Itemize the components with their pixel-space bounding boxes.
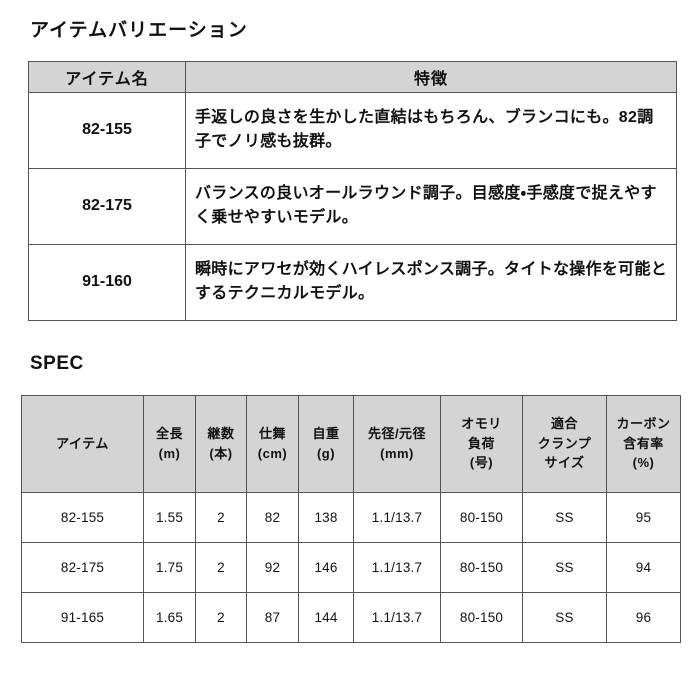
spec-header-length: 全長 (m) — [143, 394, 196, 493]
variation-feature-cell: 瞬時にアワセが効くハイレスポンス調子。タイトな操作を可能とするテクニカルモデル。 — [185, 243, 677, 321]
spec-cell: 96 — [606, 591, 681, 643]
spec-section-title: SPEC — [30, 352, 84, 374]
spec-cell: 1.55 — [143, 491, 196, 543]
variation-item-cell: 82-155 — [28, 91, 186, 169]
spec-table: アイテム 全長 (m) 継数 (本) 仕舞 (cm) 自重 (g) 先径/元径 … — [21, 394, 681, 643]
spec-header-tip-butt-diameter: 先径/元径 (mm) — [353, 394, 441, 493]
variation-feature-cell: 手返しの良さを生かした直結はもちろん、ブランコにも。82調子でノリ感も抜群。 — [185, 91, 677, 169]
variation-table: アイテム名 特徴 82-155 手返しの良さを生かした直結はもちろん、ブランコに… — [28, 60, 677, 321]
table-row: 82-155 1.55 2 82 138 1.1/13.7 80-150 SS … — [21, 491, 681, 543]
spec-cell: 92 — [246, 541, 299, 593]
spec-cell: 138 — [298, 491, 354, 543]
variation-section-title: アイテムバリエーション — [30, 20, 248, 41]
spec-cell: 1.65 — [143, 591, 196, 643]
spec-cell: 80-150 — [440, 491, 523, 543]
table-row: 82-175 バランスの良いオールラウンド調子。目感度・手感度で捉えやすく乗せや… — [28, 167, 677, 245]
variation-header-feature: 特徴 — [185, 60, 677, 93]
spec-header-row: アイテム 全長 (m) 継数 (本) 仕舞 (cm) 自重 (g) 先径/元径 … — [21, 394, 681, 493]
variation-item-cell: 82-175 — [28, 167, 186, 245]
table-row: 82-175 1.75 2 92 146 1.1/13.7 80-150 SS … — [21, 541, 681, 593]
spec-header-carbon-content: カーボン 含有率 (%) — [606, 394, 681, 493]
spec-cell: 2 — [195, 491, 247, 543]
spec-header-clamp-size: 適合 クランプ サイズ — [522, 394, 607, 493]
spec-cell: 2 — [195, 541, 247, 593]
spec-cell: 1.1/13.7 — [353, 591, 441, 643]
spec-cell: SS — [522, 591, 607, 643]
spec-cell: 1.1/13.7 — [353, 491, 441, 543]
spec-header-closed-length: 仕舞 (cm) — [246, 394, 299, 493]
spec-cell: 144 — [298, 591, 354, 643]
spec-cell: 1.75 — [143, 541, 196, 593]
spec-cell-item: 82-175 — [21, 541, 144, 593]
spec-header-sinker-load: オモリ 負荷 (号) — [440, 394, 523, 493]
table-row: 91-165 1.65 2 87 144 1.1/13.7 80-150 SS … — [21, 591, 681, 643]
spec-cell: 94 — [606, 541, 681, 593]
spec-cell: 1.1/13.7 — [353, 541, 441, 593]
variation-header-item-name: アイテム名 — [28, 60, 186, 93]
variation-header-row: アイテム名 特徴 — [28, 60, 677, 93]
spec-cell: 87 — [246, 591, 299, 643]
spec-cell-item: 91-165 — [21, 591, 144, 643]
spec-cell: 95 — [606, 491, 681, 543]
table-row: 91-160 瞬時にアワセが効くハイレスポンス調子。タイトな操作を可能とするテク… — [28, 243, 677, 321]
spec-header-weight: 自重 (g) — [298, 394, 354, 493]
spec-cell: 146 — [298, 541, 354, 593]
table-row: 82-155 手返しの良さを生かした直結はもちろん、ブランコにも。82調子でノリ… — [28, 91, 677, 169]
spec-cell: SS — [522, 541, 607, 593]
spec-cell: 80-150 — [440, 591, 523, 643]
spec-cell: 2 — [195, 591, 247, 643]
spec-header-sections: 継数 (本) — [195, 394, 247, 493]
spec-header-item: アイテム — [21, 394, 144, 493]
spec-cell-item: 82-155 — [21, 491, 144, 543]
spec-cell: SS — [522, 491, 607, 543]
variation-item-cell: 91-160 — [28, 243, 186, 321]
spec-cell: 82 — [246, 491, 299, 543]
spec-cell: 80-150 — [440, 541, 523, 593]
variation-feature-cell: バランスの良いオールラウンド調子。目感度・手感度で捉えやすく乗せやすいモデル。 — [185, 167, 677, 245]
